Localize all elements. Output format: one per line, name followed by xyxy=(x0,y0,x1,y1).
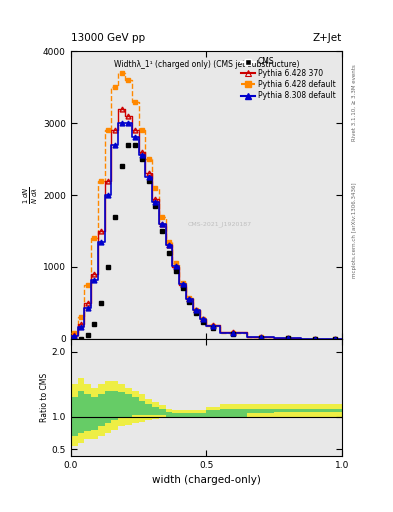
Text: mcplots.cern.ch [arXiv:1306.3436]: mcplots.cern.ch [arXiv:1306.3436] xyxy=(352,183,357,278)
Text: Widthλ_1¹ (charged only) (CMS jet substructure): Widthλ_1¹ (charged only) (CMS jet substr… xyxy=(114,60,299,69)
Legend: CMS, Pythia 6.428 370, Pythia 6.428 default, Pythia 8.308 default: CMS, Pythia 6.428 370, Pythia 6.428 defa… xyxy=(239,55,338,102)
Text: Rivet 3.1.10, ≥ 3.3M events: Rivet 3.1.10, ≥ 3.3M events xyxy=(352,64,357,141)
Text: 13000 GeV pp: 13000 GeV pp xyxy=(71,33,145,42)
Text: Z+Jet: Z+Jet xyxy=(313,33,342,42)
Text: CMS-2021_J1920187: CMS-2021_J1920187 xyxy=(188,221,252,227)
X-axis label: width (charged-only): width (charged-only) xyxy=(152,475,261,485)
Y-axis label: $\frac{1}{N}\frac{dN}{d\lambda}$: $\frac{1}{N}\frac{dN}{d\lambda}$ xyxy=(22,186,40,204)
Y-axis label: Ratio to CMS: Ratio to CMS xyxy=(40,373,49,422)
